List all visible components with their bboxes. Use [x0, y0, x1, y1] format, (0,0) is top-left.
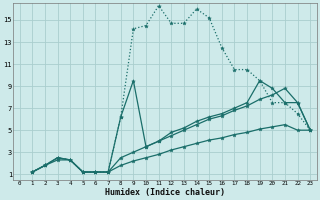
X-axis label: Humidex (Indice chaleur): Humidex (Indice chaleur) [105, 188, 225, 197]
